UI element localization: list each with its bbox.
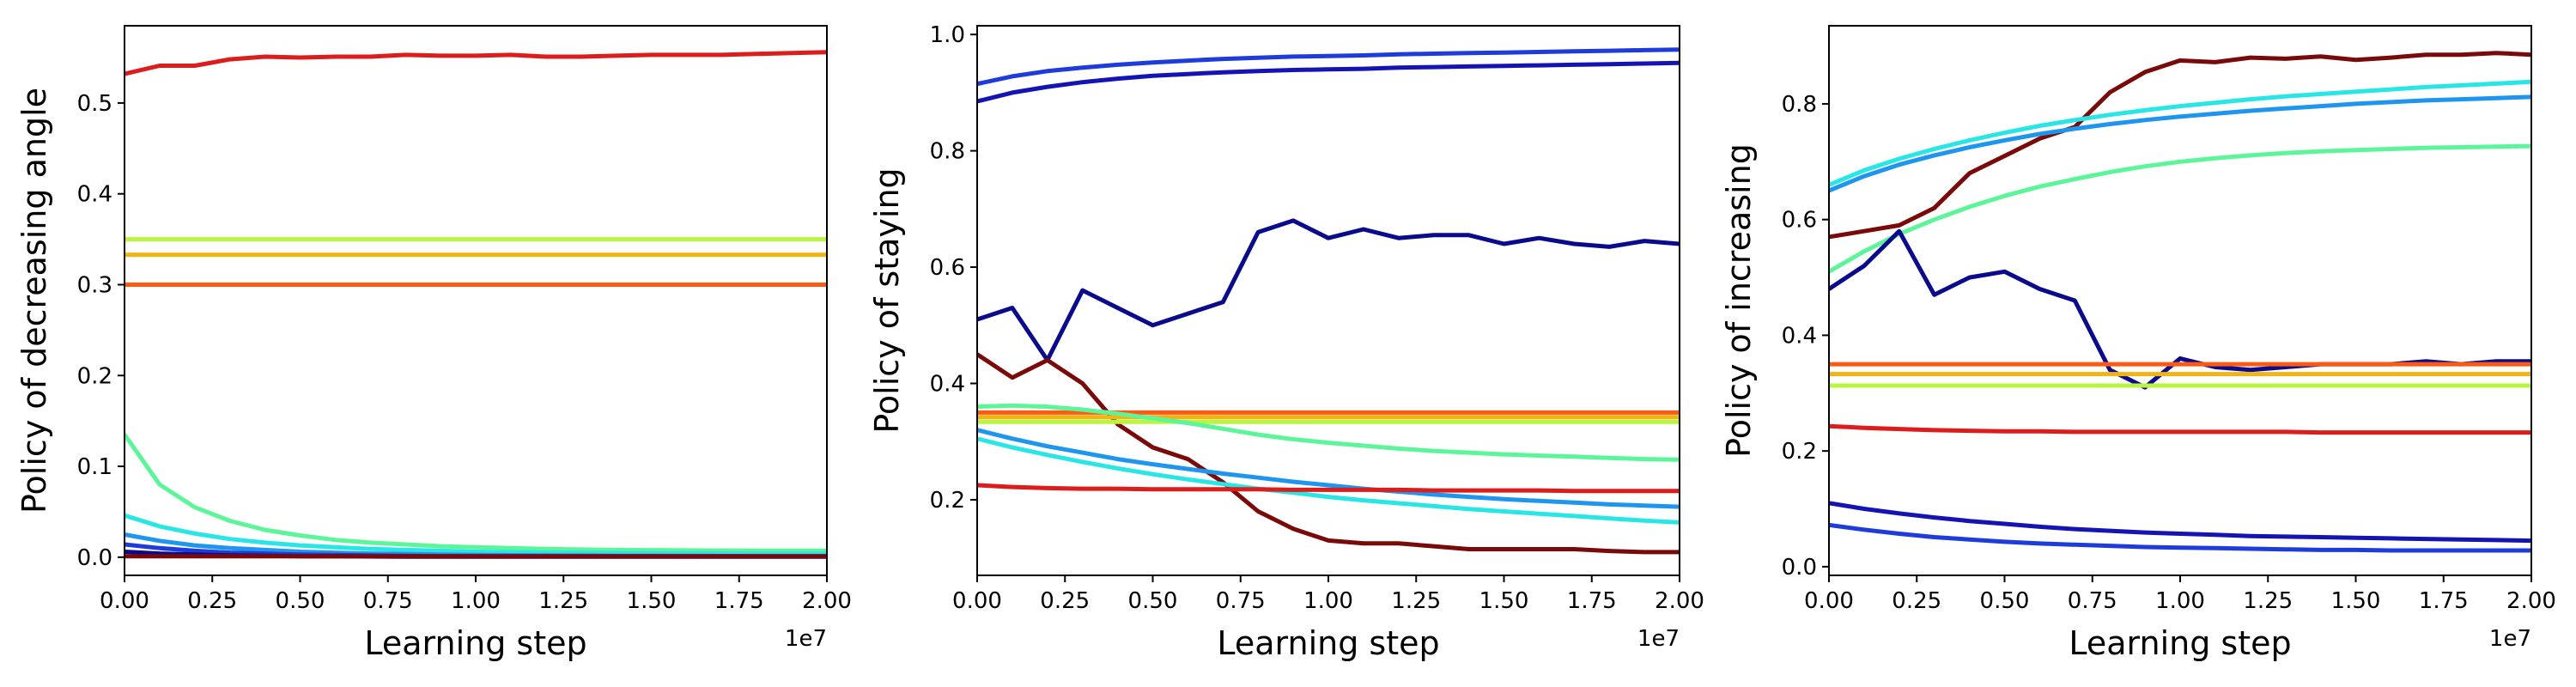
plot-area [125, 50, 827, 559]
y-axis-label: Policy of increasing [1720, 143, 1758, 458]
x-tick-label: 0.25 [1892, 588, 1941, 614]
x-axis-label: Learning step [2069, 624, 2291, 662]
plot-area [977, 47, 1680, 555]
subplot-1: 0.00 0.25 0.50 0.75 1.00 1.25 1.50 1.75 2.00 0.0 0… [15, 25, 852, 662]
y-tick-label: 0.8 [1782, 92, 1817, 118]
x-tick-label: 0.50 [1128, 588, 1178, 614]
x-tick-label: 1.75 [2419, 588, 2469, 614]
y-tick-label: 0.2 [1782, 439, 1817, 465]
x-tick-label: 1.75 [1567, 588, 1617, 614]
series-line-5 [125, 432, 827, 553]
x-tick-label: 1.50 [2331, 588, 2381, 614]
x-axis-label: Learning step [1217, 624, 1439, 662]
subplot-3: 0.00 0.25 0.50 0.75 1.00 1.25 1.50 1.75 2.00 0.0 0… [1720, 25, 2556, 662]
axes-frame [124, 25, 828, 576]
y-tick-label: 0.1 [77, 454, 112, 480]
x-tick-label: 0.00 [1804, 588, 1854, 614]
x-tick-label: 0.50 [276, 588, 325, 614]
x-axis-label: Learning step [364, 624, 586, 662]
y-tick-label: 0.3 [77, 272, 112, 298]
subplot-2: 0.00 0.25 0.50 0.75 1.00 1.25 1.50 1.75 2.00 0.2 0… [868, 22, 1704, 662]
series-line-2 [977, 60, 1680, 104]
series-line-8 [977, 403, 1680, 462]
series-line-3 [1829, 94, 2531, 193]
x-tick-label: 1.50 [627, 588, 677, 614]
x-tick-label: 0.25 [187, 588, 237, 614]
y-tick-label: 0.4 [930, 372, 965, 398]
x-tick-label: 0.00 [952, 588, 1002, 614]
y-tick-label: 0.8 [930, 139, 965, 165]
x-tick-label: 0.25 [1040, 588, 1090, 614]
x-tick-label: 1.25 [538, 588, 588, 614]
x-tick-label: 1.50 [1479, 588, 1529, 614]
x-tick-label: 1.00 [2155, 588, 2205, 614]
series-line-10 [1829, 501, 2531, 544]
y-tick-label: 0.2 [77, 363, 112, 389]
x-axis-offset-label: 1e7 [785, 626, 827, 652]
series-line-11 [977, 483, 1680, 494]
x-axis-offset-label: 1e7 [1637, 626, 1680, 652]
series-line-3 [977, 218, 1680, 362]
x-tick-label: 0.75 [363, 588, 413, 614]
plot-area [1829, 51, 2531, 553]
series-line-1 [977, 47, 1680, 87]
series-line-9 [977, 428, 1680, 509]
x-tick-label: 1.00 [1303, 588, 1353, 614]
y-tick-label: 0.5 [77, 91, 112, 117]
x-tick-label: 0.75 [1216, 588, 1266, 614]
y-axis-label: Policy of decreasing angle [15, 88, 53, 514]
x-tick-label: 2.00 [1655, 588, 1704, 614]
x-tick-label: 1.25 [2243, 588, 2293, 614]
series-line-11 [1829, 522, 2531, 553]
y-tick-label: 0.6 [930, 255, 965, 281]
series-line-1 [125, 50, 827, 76]
x-tick-label: 1.75 [714, 588, 764, 614]
x-tick-label: 0.75 [2068, 588, 2117, 614]
y-tick-label: 1.0 [930, 22, 965, 48]
series-line-6 [125, 513, 827, 556]
y-tick-label: 0.4 [1782, 323, 1817, 349]
series-line-9 [1829, 423, 2531, 435]
series-line-4 [1829, 143, 2531, 274]
y-tick-label: 0.6 [1782, 208, 1817, 234]
x-tick-label: 1.00 [451, 588, 501, 614]
series-line-1 [1829, 51, 2531, 240]
x-tick-label: 0.00 [100, 588, 149, 614]
series-line-10 [977, 436, 1680, 525]
y-tick-label: 0.0 [77, 545, 112, 571]
y-axis-label: Policy of staying [868, 167, 906, 433]
y-tick-label: 0.4 [77, 182, 112, 208]
x-tick-label: 0.50 [1980, 588, 2030, 614]
series-line-4 [977, 352, 1680, 555]
y-tick-label: 0.2 [930, 488, 965, 514]
series-line-2 [1829, 79, 2531, 187]
x-tick-label: 1.25 [1391, 588, 1441, 614]
x-tick-label: 2.00 [2506, 588, 2556, 614]
x-axis-offset-label: 1e7 [2489, 626, 2531, 652]
y-tick-label: 0.0 [1782, 555, 1817, 581]
x-tick-label: 2.00 [802, 588, 852, 614]
